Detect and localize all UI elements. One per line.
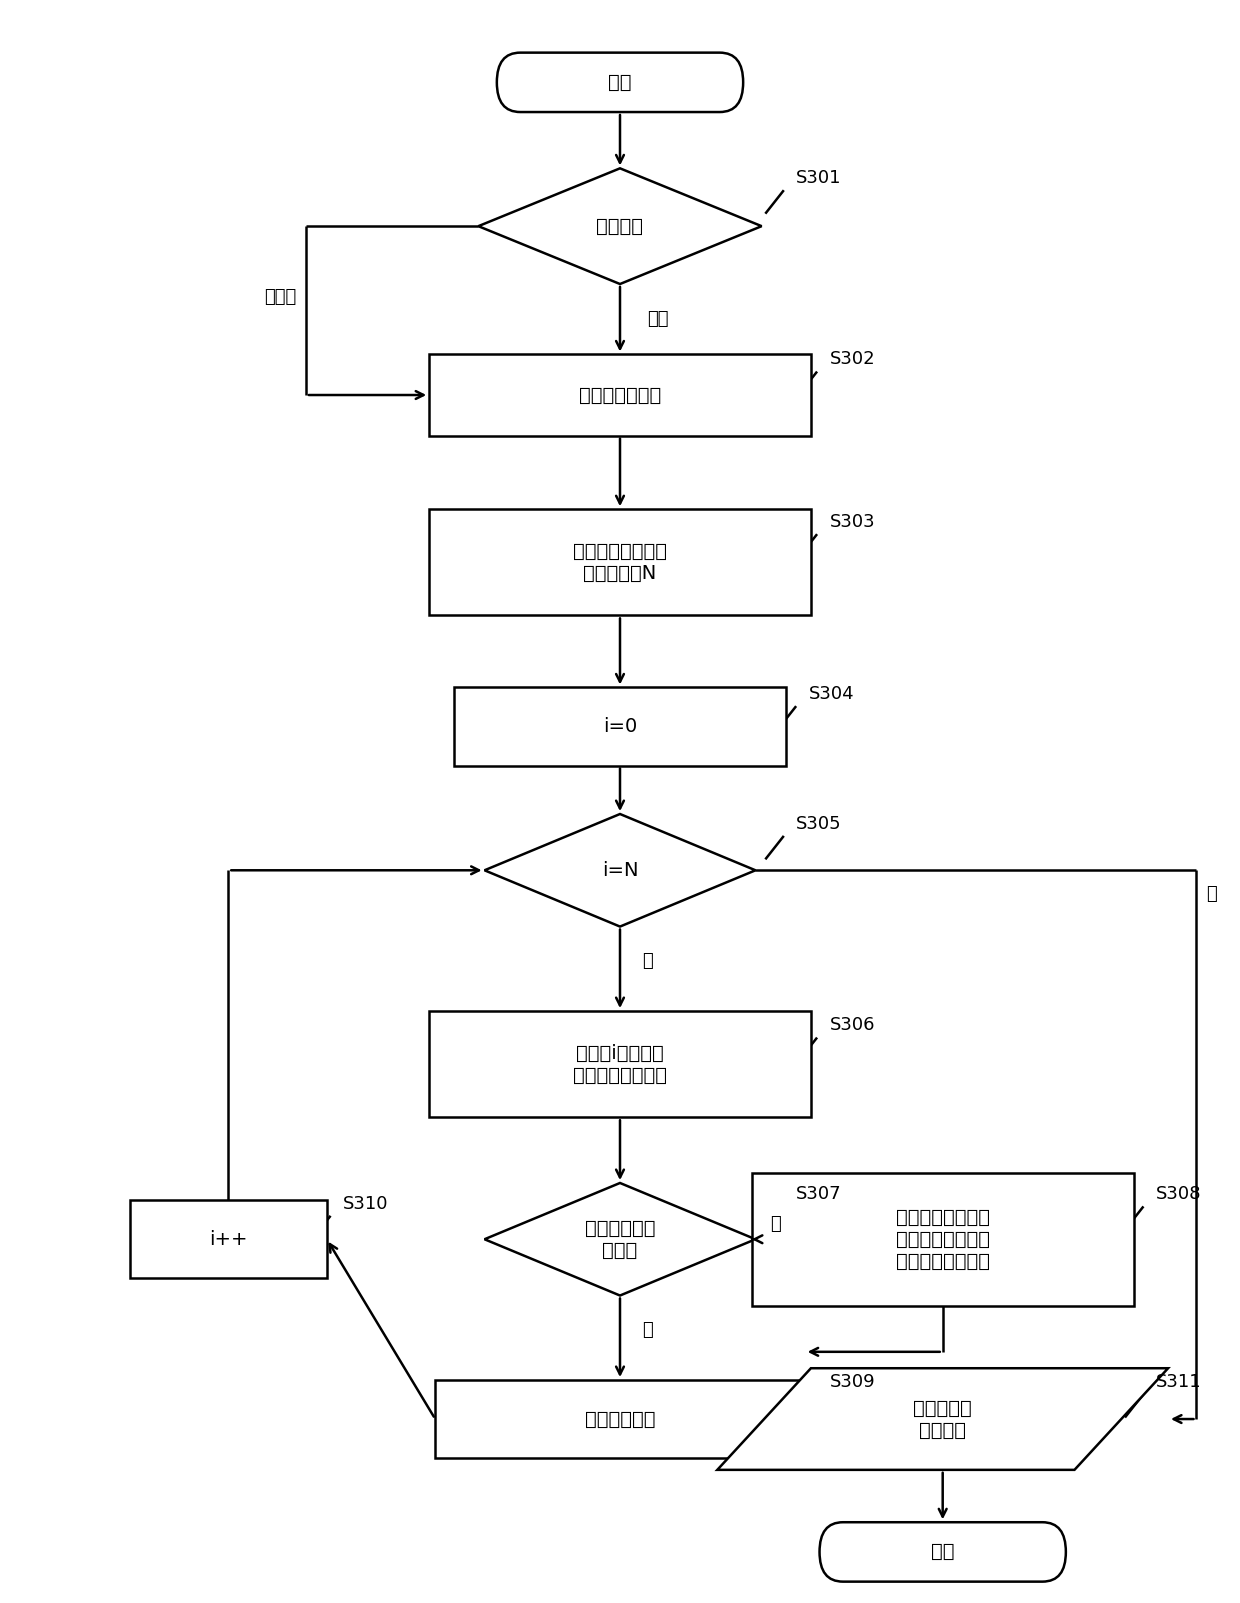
Text: S305: S305 [796, 814, 842, 834]
Text: 不通过: 不通过 [264, 287, 296, 306]
Text: 通过: 通过 [647, 311, 668, 329]
Text: S309: S309 [830, 1372, 875, 1391]
Text: 完成测试并
生成报告: 完成测试并 生成报告 [914, 1398, 972, 1439]
Bar [429, 1011, 811, 1117]
Text: S304: S304 [808, 684, 854, 704]
Text: 启动测试主界面: 启动测试主界面 [579, 385, 661, 404]
Text: 是: 是 [1207, 885, 1216, 902]
Text: i=N: i=N [601, 861, 639, 880]
Bar [435, 1380, 805, 1459]
Text: S311: S311 [1156, 1372, 1202, 1391]
Text: 否: 否 [642, 1321, 653, 1339]
Text: S307: S307 [796, 1185, 842, 1204]
Text: 执行第i条测试指
令并比对测试结果: 执行第i条测试指 令并比对测试结果 [573, 1044, 667, 1085]
Bar [454, 688, 786, 766]
Text: 结束: 结束 [931, 1542, 955, 1561]
Text: 判断是否有测
试故障: 判断是否有测 试故障 [585, 1218, 655, 1260]
Text: 记录测试结果: 记录测试结果 [585, 1409, 655, 1428]
Text: 开始: 开始 [609, 72, 631, 91]
Text: 是: 是 [770, 1215, 781, 1233]
FancyBboxPatch shape [820, 1523, 1066, 1582]
Text: S301: S301 [796, 168, 842, 188]
Polygon shape [479, 168, 761, 284]
Text: 读取测试序列并计
算测试条数N: 读取测试序列并计 算测试条数N [573, 542, 667, 583]
Text: S310: S310 [343, 1194, 388, 1213]
Polygon shape [485, 814, 755, 927]
Text: S308: S308 [1156, 1185, 1202, 1204]
FancyBboxPatch shape [497, 53, 743, 112]
Bar [429, 354, 811, 436]
Bar [751, 1173, 1133, 1306]
Polygon shape [717, 1369, 1168, 1470]
Polygon shape [485, 1183, 755, 1295]
Text: S306: S306 [830, 1016, 875, 1034]
Bar [429, 510, 811, 616]
Text: i=0: i=0 [603, 717, 637, 736]
Text: i++: i++ [210, 1230, 248, 1249]
Text: 系统自检: 系统自检 [596, 216, 644, 236]
Text: 存储故障并调取测
试序列该条目相关
的回路数据并保存: 存储故障并调取测 试序列该条目相关 的回路数据并保存 [895, 1207, 990, 1271]
Text: S303: S303 [830, 513, 875, 531]
Text: S302: S302 [830, 351, 875, 369]
Text: 否: 否 [642, 952, 653, 970]
Bar [130, 1201, 327, 1278]
